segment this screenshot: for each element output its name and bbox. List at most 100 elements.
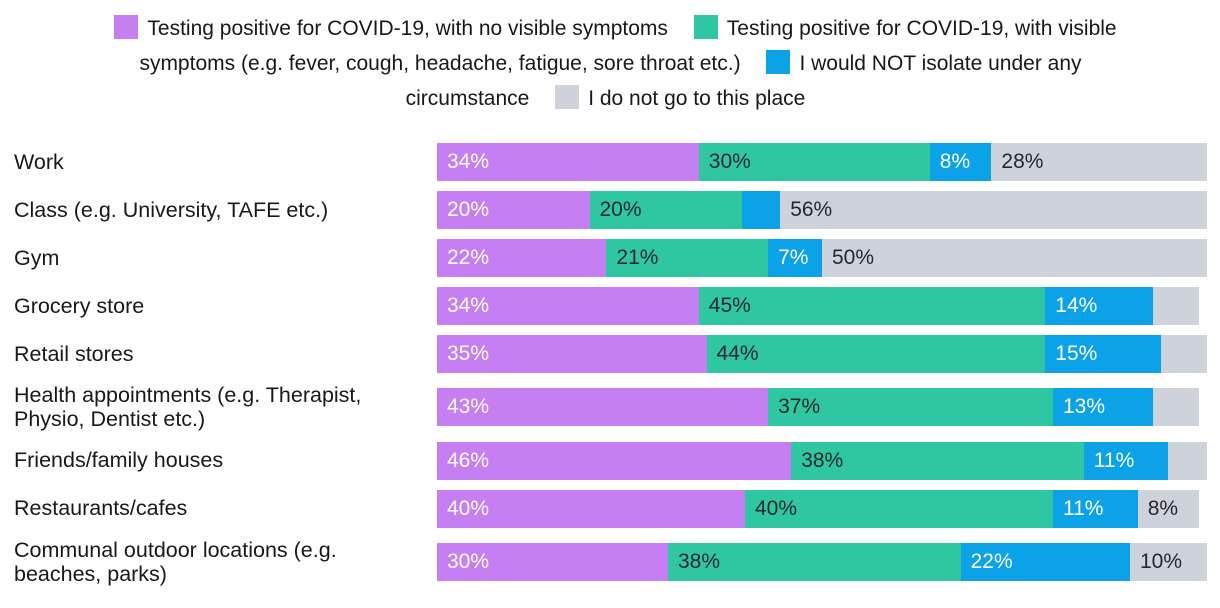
bar-track: 40% 40% 11% 8% xyxy=(437,489,1207,528)
category-label: Grocery store xyxy=(14,293,145,318)
bar-segment-not_visited xyxy=(1160,335,1207,373)
legend-item-not-visited: I do not go to this place xyxy=(555,85,806,110)
legend-swatch-not-visited-icon xyxy=(555,85,580,109)
bar-segment-no_symptoms: 40% xyxy=(437,489,745,528)
bar-track: 35% 44% 15% xyxy=(437,335,1207,373)
bar-segment-no_symptoms: 34% xyxy=(437,287,699,325)
chart-row: Grocery store 34% 45% 14% xyxy=(14,287,1207,325)
legend-label: I would NOT isolate under any circumstan… xyxy=(405,52,1082,110)
bar-segment-not_visited xyxy=(1168,441,1207,480)
category-label: Gym xyxy=(14,245,60,270)
bar-value-label: 44% xyxy=(716,342,759,365)
bar-track: 43% 37% 13% xyxy=(437,388,1207,427)
bar-segment-no_isolate: 7% xyxy=(768,239,822,277)
category-label: Retail stores xyxy=(14,341,134,366)
bar-value-label: 34% xyxy=(447,294,490,317)
bar-value-label: 30% xyxy=(708,150,751,173)
bar-value-label: 11% xyxy=(1093,448,1135,472)
legend-label: Testing positive for COVID-19, with no v… xyxy=(147,17,668,40)
bar-value-label: 10% xyxy=(1139,549,1183,573)
bar-value-label: 40% xyxy=(447,496,490,520)
bar-track: 34% 30% 8% 28% xyxy=(437,143,1207,181)
bar-value-label: 22% xyxy=(970,549,1013,573)
bar-value-label: 38% xyxy=(801,448,844,472)
bar-value-label: 21% xyxy=(616,246,659,269)
bar-value-label: 7% xyxy=(778,246,809,269)
chart-row: Gym 22% 21% 7% 50% xyxy=(14,239,1207,277)
category-label: Work xyxy=(14,149,64,174)
chart-row: Health appointments (e.g. Therapist, Phy… xyxy=(14,383,1207,432)
bar-value-label: 37% xyxy=(778,395,821,419)
bar-value-label: 43% xyxy=(447,395,490,419)
chart-row: Friends/family houses 46% 38% 11% xyxy=(14,441,1207,480)
legend: Testing positive for COVID-19, with no v… xyxy=(71,11,1151,116)
legend-swatch-no-isolate-icon xyxy=(766,50,791,74)
bar-value-label: 20% xyxy=(447,198,490,221)
bar-segment-no_isolate: 22% xyxy=(960,542,1130,581)
bar-value-label: 22% xyxy=(447,246,490,269)
bar-segment-visible_symptoms: 37% xyxy=(768,388,1053,427)
legend-item-no-isolate: I would NOT isolate under any circumstan… xyxy=(405,50,1082,110)
bar-value-label: 20% xyxy=(599,198,642,221)
bar-segment-no_isolate xyxy=(742,191,781,229)
bar-segment-not_visited xyxy=(1153,287,1200,325)
bar-track: 46% 38% 11% xyxy=(437,441,1207,480)
legend-label: Testing positive for COVID-19, with visi… xyxy=(139,17,1117,75)
bar-segment-visible_symptoms: 20% xyxy=(589,191,742,229)
category-label: Restaurants/cafes xyxy=(14,496,188,521)
bar-segment-no_isolate: 14% xyxy=(1045,287,1154,325)
bar-segment-visible_symptoms: 40% xyxy=(745,489,1053,528)
bar-segment-no_isolate: 11% xyxy=(1083,441,1169,480)
bar-segment-no_isolate: 13% xyxy=(1052,388,1154,427)
bar-segment-not_visited: 28% xyxy=(991,143,1207,181)
bar-segment-no_symptoms: 46% xyxy=(437,441,792,480)
legend-label: I do not go to this place xyxy=(588,87,806,110)
category-label: Friends/family houses xyxy=(14,448,224,473)
bar-value-label: 35% xyxy=(447,342,490,365)
bar-value-label: 40% xyxy=(755,496,798,520)
bar-segment-visible_symptoms: 44% xyxy=(706,335,1046,373)
chart-row: Restaurants/cafes 40% 40% 11% 8% xyxy=(14,489,1207,528)
bar-track: 30% 38% 22% 10% xyxy=(437,542,1207,581)
bar-segment-not_visited: 56% xyxy=(780,191,1207,229)
bar-value-label: 13% xyxy=(1062,395,1106,419)
bar-segment-not_visited xyxy=(1153,388,1200,427)
bar-value-label: 14% xyxy=(1055,294,1098,317)
bar-value-label: 45% xyxy=(708,294,751,317)
bar-segment-visible_symptoms: 38% xyxy=(668,542,961,581)
chart-row: Communal outdoor locations (e.g. beaches… xyxy=(14,538,1207,587)
bar-value-label: 46% xyxy=(447,448,490,472)
bar-segment-no_isolate: 8% xyxy=(929,143,992,181)
bar-track: 34% 45% 14% xyxy=(437,287,1207,325)
bar-segment-visible_symptoms: 45% xyxy=(698,287,1046,325)
legend-swatch-no-symptoms-icon xyxy=(114,15,139,39)
bar-segment-no_symptoms: 35% xyxy=(437,335,707,373)
bar-segment-visible_symptoms: 21% xyxy=(606,239,769,277)
bar-value-label: 8% xyxy=(939,150,971,173)
bar-segment-no_symptoms: 22% xyxy=(437,239,607,277)
bar-value-label: 11% xyxy=(1063,496,1104,520)
bar-track: 22% 21% 7% 50% xyxy=(437,239,1207,277)
bar-value-label: 30% xyxy=(447,549,490,573)
bar-segment-no_symptoms: 20% xyxy=(437,191,590,229)
bar-value-label: 15% xyxy=(1055,342,1098,365)
bar-segment-no_isolate: 15% xyxy=(1045,335,1161,373)
chart-row: Class (e.g. University, TAFE etc.) 20% 20%… xyxy=(14,191,1207,229)
bar-rows: Work 34% 30% 8% 28% Class (e.g. University, T… xyxy=(14,143,1207,586)
legend-swatch-visible-symptoms-icon xyxy=(693,15,718,39)
category-label: Health appointments (e.g. Therapist, Phy… xyxy=(14,383,362,432)
bar-segment-not_visited: 8% xyxy=(1137,489,1200,528)
legend-item-no-symptoms: Testing positive for COVID-19, with no v… xyxy=(114,15,668,40)
bar-segment-no_symptoms: 43% xyxy=(437,388,769,427)
category-label: Class (e.g. University, TAFE etc.) xyxy=(14,197,329,222)
bar-value-label: 8% xyxy=(1147,496,1179,520)
bar-segment-no_symptoms: 34% xyxy=(437,143,699,181)
bar-segment-no_symptoms: 30% xyxy=(437,542,668,581)
legend-item-visible-symptoms: Testing positive for COVID-19, with visi… xyxy=(139,15,1117,75)
chart-row: Retail stores 35% 44% 15% xyxy=(14,335,1207,373)
bar-value-label: 50% xyxy=(831,246,874,269)
bar-value-label: 38% xyxy=(678,549,721,573)
bar-value-label: 34% xyxy=(447,150,490,173)
category-label: Communal outdoor locations (e.g. beaches… xyxy=(14,537,337,586)
